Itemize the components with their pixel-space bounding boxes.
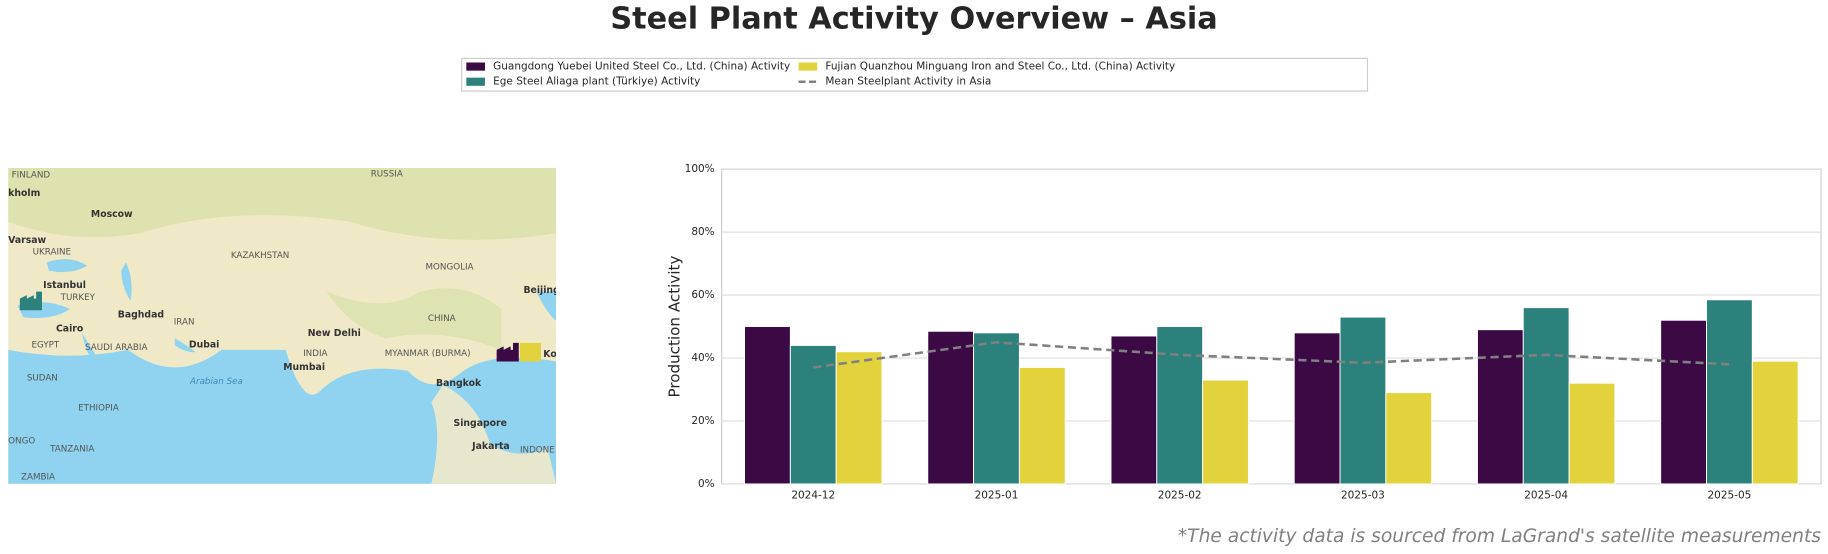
bar — [744, 326, 791, 485]
map-label: SAUDI ARABIA — [85, 343, 147, 353]
y-tick-label: 80% — [691, 226, 714, 238]
bar — [927, 330, 975, 485]
bar — [1110, 335, 1158, 485]
legend — [461, 57, 1369, 92]
y-tick-label: 0% — [698, 478, 715, 490]
map-forest — [8, 167, 557, 240]
map-label: Varsaw — [8, 235, 46, 246]
bar — [1660, 319, 1707, 485]
map-label: MYANMAR (BURMA) — [385, 349, 471, 359]
map: FINLAND RUSSIA kholm Moscow Varsaw UKRAI… — [8, 167, 561, 484]
map-label: TURKEY — [60, 293, 96, 303]
legend-label: Guangdong Yuebei United Steel Co., Ltd. … — [493, 61, 790, 73]
map-label: ZAMBIA — [21, 472, 55, 482]
y-axis-label: Production Activity — [666, 256, 684, 398]
map-label: Istanbul — [43, 280, 86, 291]
map-label: EGYPT — [31, 341, 59, 351]
x-tick-label: 2024-12 — [791, 490, 835, 502]
y-tick-label: 40% — [691, 352, 714, 364]
legend-label: Mean Steelplant Activity in Asia — [825, 76, 991, 88]
bar — [1339, 316, 1387, 485]
map-label: Dubai — [189, 340, 220, 351]
map-label: SUDAN — [27, 373, 58, 383]
map-label: Mumbai — [283, 362, 325, 373]
map-label: KAZAKHSTAN — [231, 251, 290, 261]
map-sea — [121, 262, 132, 301]
y-tick-label: 20% — [691, 415, 714, 427]
map-label: Beijing — [523, 285, 559, 296]
map-label: TANZANIA — [49, 444, 94, 454]
map-label: RUSSIA — [371, 169, 403, 179]
map-land — [431, 384, 557, 484]
bar — [835, 351, 883, 485]
map-forest — [326, 288, 502, 350]
map-label: Bangkok — [436, 378, 482, 389]
bar — [1751, 360, 1799, 485]
y-tick-label: 60% — [691, 289, 714, 301]
map-label: UKRAINE — [33, 247, 71, 257]
page-title: Steel Plant Activity Overview – Asia — [610, 1, 1217, 36]
map-label: Kor — [543, 349, 561, 360]
bar — [1385, 392, 1433, 485]
plant-marker — [19, 291, 42, 311]
plot-area — [721, 168, 1822, 485]
map-label: Singapore — [454, 418, 507, 429]
map-label: Jakarta — [471, 441, 510, 452]
map-label: MONGOLIA — [426, 263, 474, 273]
map-label: ONGO — [8, 436, 35, 446]
x-tick-label: 2025-03 — [1341, 490, 1385, 502]
x-tick-label: 2025-01 — [975, 490, 1019, 502]
x-tick-label: 2025-05 — [1707, 490, 1751, 502]
legend-swatch — [466, 77, 485, 86]
plant-marker — [519, 342, 541, 362]
map-sea — [8, 349, 557, 484]
bar — [1293, 332, 1341, 485]
legend-label: Fujian Quanzhou Minguang Iron and Steel … — [825, 61, 1175, 73]
mean-line — [813, 340, 1730, 369]
map-sea — [536, 291, 557, 321]
map-sea — [46, 259, 88, 273]
map-label: Arabian Sea — [189, 377, 243, 387]
bar — [1568, 382, 1616, 485]
map-label: ETHIOPIA — [78, 404, 119, 414]
bar — [973, 332, 1020, 485]
map-label: FINLAND — [12, 170, 51, 180]
legend-label: Ege Steel Aliaga plant (Türkiye) Activit… — [493, 76, 700, 88]
map-sea — [174, 338, 196, 353]
x-tick-label: 2025-02 — [1158, 490, 1202, 502]
bar — [1156, 326, 1204, 485]
map-label: Baghdad — [118, 309, 164, 320]
y-tick-label: 100% — [685, 163, 715, 175]
bar — [1476, 329, 1524, 485]
plant-marker — [496, 342, 519, 362]
legend-swatch — [466, 62, 485, 71]
bar — [1706, 299, 1753, 485]
legend-swatch — [798, 62, 818, 71]
map-label: kholm — [8, 188, 40, 199]
bar — [1018, 367, 1066, 485]
map-label: Moscow — [91, 209, 133, 220]
bar — [1202, 379, 1249, 485]
map-label: CHINA — [428, 314, 456, 324]
map-label: INDIA — [303, 349, 327, 359]
x-tick-label: 2025-04 — [1524, 490, 1568, 502]
map-label: IRAN — [174, 317, 195, 327]
map-label: INDONE — [520, 446, 555, 456]
map-label: New Delhi — [308, 328, 361, 339]
bar — [1522, 307, 1570, 485]
bar — [789, 344, 837, 485]
caption: *The activity data is sourced from LaGra… — [1178, 526, 1821, 547]
map-label: Cairo — [56, 323, 83, 334]
